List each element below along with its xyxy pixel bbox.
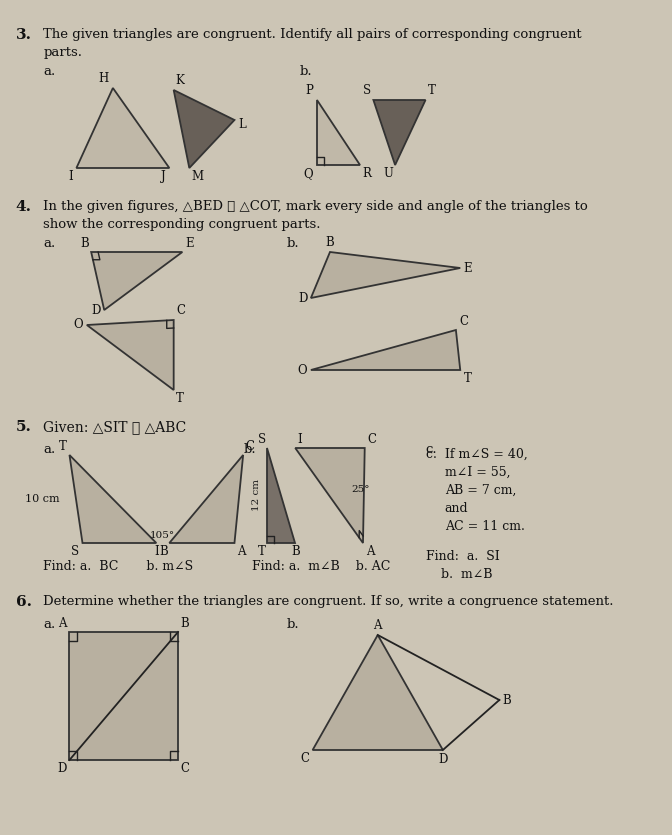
- Text: S: S: [71, 545, 79, 558]
- Text: D: D: [91, 303, 101, 316]
- Text: 25°: 25°: [351, 485, 370, 494]
- Text: A: A: [237, 545, 245, 558]
- Text: I: I: [154, 545, 159, 558]
- Text: O: O: [298, 363, 307, 377]
- Polygon shape: [69, 632, 178, 760]
- Text: T: T: [258, 545, 265, 558]
- Text: I: I: [68, 170, 73, 183]
- Text: AC = 11 cm.: AC = 11 cm.: [445, 520, 524, 533]
- Text: a.: a.: [44, 237, 56, 250]
- Text: b.  m∠B: b. m∠B: [441, 568, 493, 581]
- Text: 5.: 5.: [15, 420, 32, 434]
- Text: and: and: [445, 502, 468, 515]
- Text: B: B: [159, 545, 167, 558]
- Polygon shape: [311, 330, 460, 370]
- Text: S: S: [257, 433, 265, 446]
- Text: B: B: [181, 617, 190, 630]
- Text: The given triangles are congruent. Identify all pairs of corresponding congruent: The given triangles are congruent. Ident…: [44, 28, 582, 41]
- Text: 3.: 3.: [15, 28, 32, 42]
- Polygon shape: [312, 635, 443, 750]
- Text: a.: a.: [44, 65, 56, 78]
- Text: B: B: [503, 694, 511, 706]
- Text: 105°: 105°: [149, 531, 175, 540]
- Text: B: B: [326, 236, 335, 249]
- Text: In the given figures, △BED ≅ △COT, mark every side and angle of the triangles to: In the given figures, △BED ≅ △COT, mark …: [44, 200, 588, 213]
- Text: C: C: [368, 433, 376, 446]
- Text: Given: △SIT ≅ △ABC: Given: △SIT ≅ △ABC: [44, 420, 187, 434]
- Text: O: O: [74, 318, 83, 331]
- Text: E: E: [185, 237, 194, 250]
- Text: Find:  a.  SI: Find: a. SI: [425, 550, 499, 563]
- Text: C: C: [176, 304, 185, 317]
- Text: a.: a.: [44, 618, 56, 631]
- Text: 12 cm: 12 cm: [252, 479, 261, 511]
- Polygon shape: [317, 100, 360, 165]
- Text: Find: a.  BC       b. m∠S: Find: a. BC b. m∠S: [44, 560, 194, 573]
- Text: T: T: [464, 372, 472, 385]
- Text: Determine whether the triangles are congruent. If so, write a congruence stateme: Determine whether the triangles are cong…: [44, 595, 614, 608]
- Text: M: M: [191, 170, 203, 183]
- Text: D: D: [58, 762, 67, 775]
- Text: b.: b.: [286, 237, 299, 250]
- Polygon shape: [374, 100, 425, 165]
- Text: I: I: [297, 433, 302, 446]
- Text: A: A: [58, 617, 67, 630]
- Polygon shape: [295, 448, 365, 543]
- Text: Q: Q: [304, 167, 313, 180]
- Text: T: T: [59, 440, 67, 453]
- Text: AB = 7 cm,: AB = 7 cm,: [445, 484, 516, 497]
- Text: T: T: [175, 392, 183, 405]
- Text: A: A: [374, 619, 382, 632]
- Text: B: B: [81, 237, 89, 250]
- Text: B: B: [291, 545, 300, 558]
- Text: T: T: [428, 84, 436, 97]
- Text: parts.: parts.: [44, 46, 83, 59]
- Text: C: C: [246, 440, 255, 453]
- Text: H: H: [98, 72, 109, 85]
- Polygon shape: [267, 448, 295, 543]
- Text: c.: c.: [425, 443, 437, 456]
- Text: Find: a.  m∠B    b. AC: Find: a. m∠B b. AC: [252, 560, 390, 573]
- Text: b.: b.: [300, 65, 312, 78]
- Polygon shape: [311, 252, 460, 298]
- Text: K: K: [175, 74, 184, 87]
- Text: C: C: [460, 315, 468, 328]
- Polygon shape: [169, 455, 243, 543]
- Text: show the corresponding congruent parts.: show the corresponding congruent parts.: [44, 218, 321, 231]
- Text: 4.: 4.: [15, 200, 32, 214]
- Text: C: C: [181, 762, 190, 775]
- Polygon shape: [69, 455, 157, 543]
- Text: D: D: [298, 291, 307, 305]
- Polygon shape: [173, 90, 235, 168]
- Text: b.: b.: [243, 443, 256, 456]
- Polygon shape: [77, 88, 169, 168]
- Text: b.: b.: [286, 618, 299, 631]
- Text: 6.: 6.: [15, 595, 32, 609]
- Text: S: S: [363, 84, 371, 97]
- Text: J: J: [161, 170, 166, 183]
- Polygon shape: [87, 320, 173, 390]
- Text: R: R: [362, 167, 371, 180]
- Text: c.  If m∠S = 40,: c. If m∠S = 40,: [425, 448, 528, 461]
- Text: m∠I = 55,: m∠I = 55,: [445, 466, 510, 479]
- Text: a.: a.: [44, 443, 56, 456]
- Text: C: C: [300, 752, 309, 765]
- Text: E: E: [464, 261, 472, 275]
- Text: U: U: [384, 167, 393, 180]
- Polygon shape: [91, 252, 182, 310]
- Text: 10 cm: 10 cm: [26, 494, 60, 504]
- Text: A: A: [366, 545, 374, 558]
- Text: L: L: [238, 118, 246, 131]
- Text: D: D: [438, 753, 448, 766]
- Text: P: P: [306, 84, 313, 97]
